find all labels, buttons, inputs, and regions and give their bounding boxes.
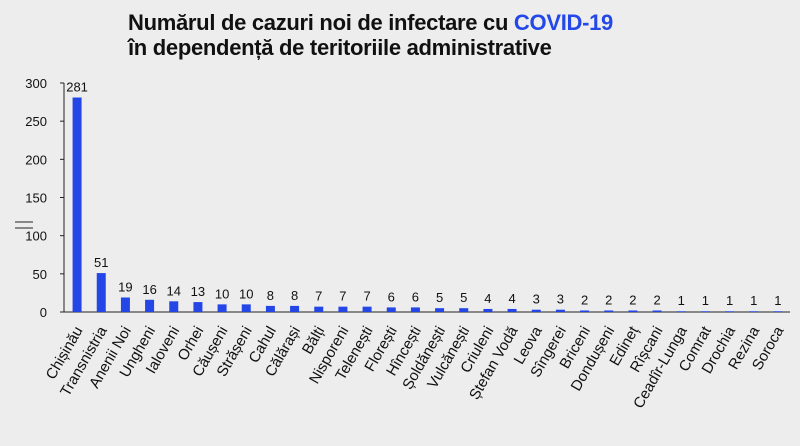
bar	[145, 299, 155, 312]
chart-title-line1: Numărul de cazuri noi de infectare cu CO…	[128, 10, 613, 35]
data-label: 6	[412, 289, 419, 304]
data-label: 2	[629, 292, 636, 307]
bar	[362, 306, 372, 312]
data-label: 7	[339, 289, 346, 304]
data-label: 2	[581, 292, 588, 307]
y-tick-label: 200	[25, 152, 47, 167]
bar	[217, 304, 227, 312]
bar	[169, 301, 179, 312]
bar	[290, 305, 300, 312]
bar	[725, 311, 735, 313]
data-label: 8	[267, 288, 274, 303]
data-label: 14	[167, 283, 181, 298]
chart-title-line2: în dependență de teritoriile administrat…	[128, 35, 552, 60]
data-label: 1	[702, 293, 709, 308]
bar	[580, 310, 590, 312]
data-label: 8	[291, 288, 298, 303]
bar	[241, 304, 251, 312]
bar	[700, 311, 710, 313]
bar	[193, 302, 203, 312]
bar	[628, 310, 638, 312]
data-label: 281	[66, 80, 88, 95]
data-label: 7	[315, 289, 322, 304]
data-label: 1	[726, 293, 733, 308]
data-label: 13	[191, 284, 205, 299]
data-label: 6	[388, 289, 395, 304]
y-tick-label: 0	[40, 305, 47, 320]
bar	[96, 273, 106, 312]
bar	[338, 306, 348, 312]
data-label: 51	[94, 255, 108, 270]
bar	[459, 308, 469, 312]
title-accent: COVID-19	[513, 10, 613, 35]
data-label: 10	[239, 286, 253, 301]
y-tick-label: 300	[25, 76, 47, 91]
y-tick-label: 100	[25, 229, 47, 244]
chart-bars	[72, 97, 783, 313]
data-label: 19	[118, 279, 132, 294]
y-tick-label: 150	[25, 191, 47, 206]
bar	[604, 310, 614, 312]
bar	[531, 309, 541, 312]
data-label: 5	[436, 290, 443, 305]
data-label: 1	[678, 293, 685, 308]
bar	[435, 308, 445, 312]
bar	[676, 311, 686, 313]
bar	[410, 307, 420, 312]
bar	[555, 309, 565, 312]
bar	[749, 311, 759, 313]
chart-title: Numărul de cazuri noi de infectare cu CO…	[128, 10, 613, 60]
bar	[652, 310, 662, 312]
chart-data-labels: 281 51 19 16 14 13 10 10 8 8 7 7 7 6 6 5 5 4 4 3 3 2 2 2 2 1 1 1 1 1	[66, 80, 781, 309]
title-text: Numărul de cazuri noi de infectare cu	[128, 10, 514, 35]
chart-axes: 0 50 100 150 200 250 300	[15, 76, 790, 320]
data-label: 10	[215, 286, 229, 301]
data-label: 4	[508, 291, 515, 306]
data-label: 5	[460, 290, 467, 305]
bar	[483, 308, 493, 312]
data-label: 1	[750, 293, 757, 308]
data-label: 16	[142, 282, 156, 297]
data-label: 3	[557, 292, 564, 307]
y-tick-label: 250	[25, 114, 47, 129]
bar	[507, 308, 517, 312]
bar	[386, 307, 396, 312]
data-label: 2	[605, 292, 612, 307]
data-label: 7	[363, 289, 370, 304]
bar	[265, 305, 275, 312]
bar	[773, 311, 783, 313]
bar	[72, 97, 82, 313]
y-tick-label: 50	[33, 267, 47, 282]
bar	[314, 306, 324, 312]
data-label: 1	[774, 293, 781, 308]
data-label: 4	[484, 291, 491, 306]
bar	[120, 297, 130, 312]
data-label: 2	[653, 292, 660, 307]
data-label: 3	[533, 292, 540, 307]
